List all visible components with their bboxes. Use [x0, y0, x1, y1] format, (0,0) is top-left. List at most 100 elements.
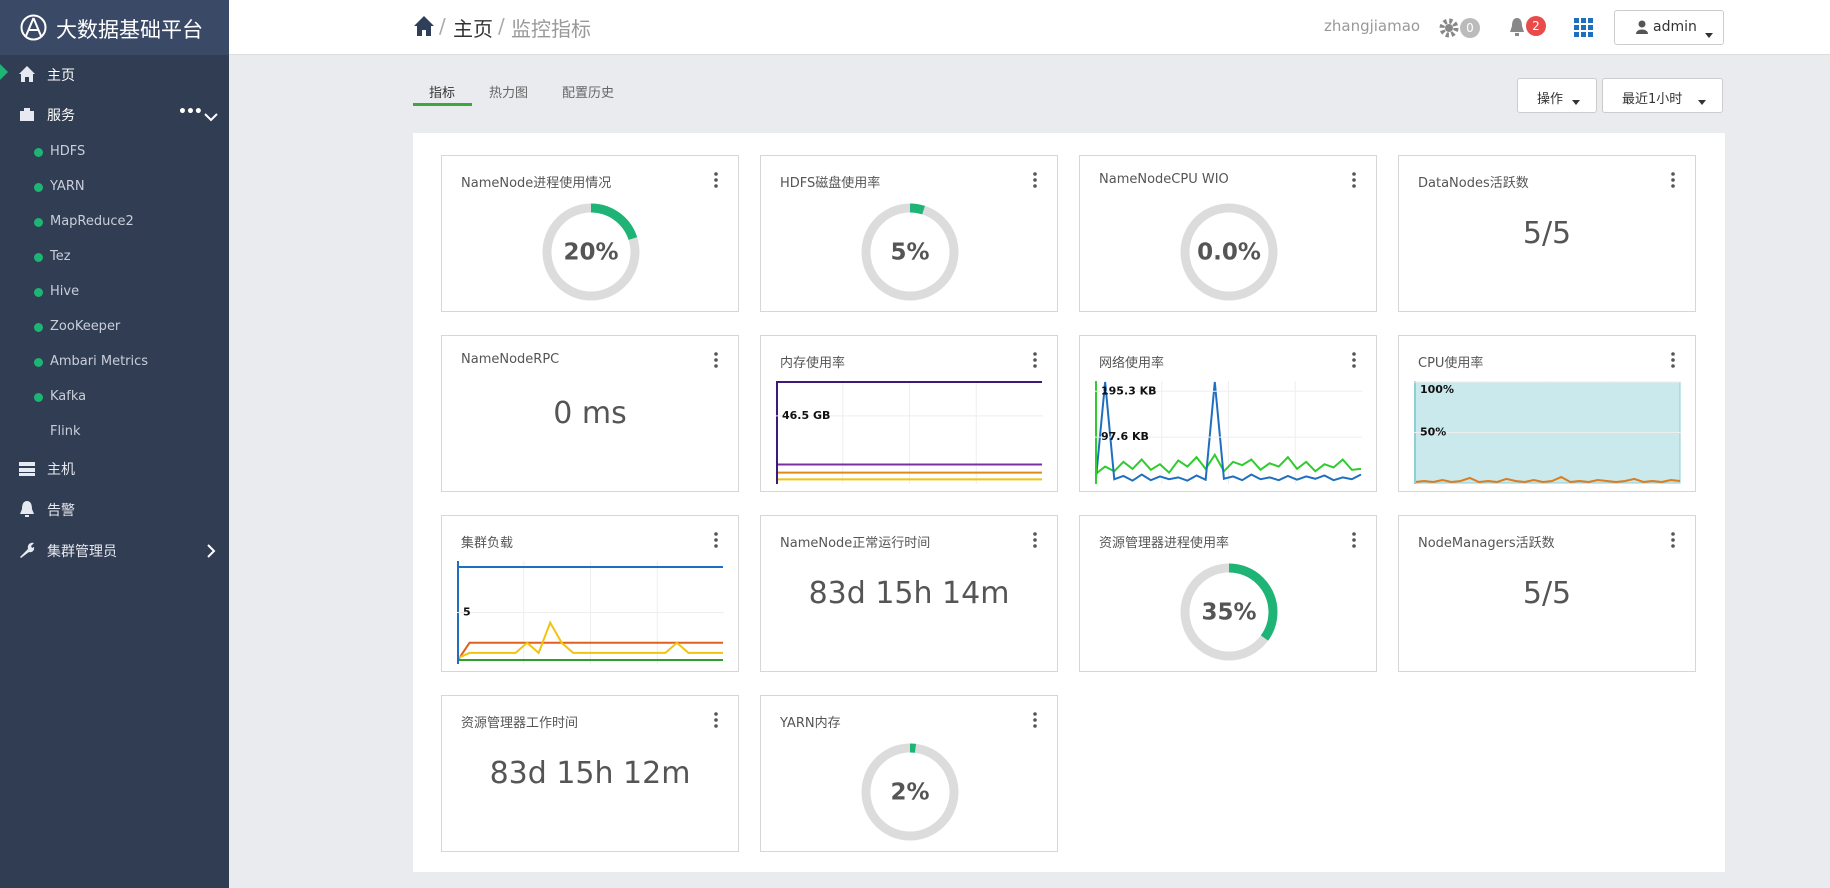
- button-label: 操作: [1537, 92, 1564, 107]
- menu-dot: [1671, 178, 1675, 182]
- nav-item[interactable]: 告警: [47, 503, 75, 519]
- menu-dot: [1671, 364, 1675, 368]
- service-item[interactable]: HDFS: [50, 144, 86, 159]
- nav-icon: [20, 108, 34, 121]
- menu-dot: [1033, 364, 1037, 368]
- service-item[interactable]: YARN: [50, 179, 85, 194]
- menu-dot: [1033, 532, 1037, 536]
- menu-icon: [714, 172, 718, 188]
- menu-wrap[interactable]: [1352, 352, 1356, 372]
- menu-wrap[interactable]: [1671, 172, 1675, 192]
- widget-title: DataNodes活跃数: [1418, 176, 1529, 191]
- tab[interactable]: 配置历史: [562, 86, 615, 101]
- home-icon: [414, 16, 434, 36]
- widget-title: NameNodeRPC: [461, 352, 560, 367]
- home-icon-wrap: [413, 15, 435, 41]
- status-dot: [34, 323, 43, 332]
- menu-wrap[interactable]: [714, 172, 718, 192]
- menu-dot: [1033, 172, 1037, 176]
- menu-dot: [714, 172, 718, 176]
- gauge-arc: [1180, 563, 1278, 661]
- menu-dot: [1033, 712, 1037, 716]
- menu-dot: [1671, 352, 1675, 356]
- apps-wrap: [1574, 18, 1594, 42]
- menu-wrap[interactable]: [1033, 532, 1037, 552]
- nav-item[interactable]: 服务: [47, 108, 75, 124]
- apps-cell: [1574, 18, 1579, 23]
- nav-item[interactable]: 主页: [47, 68, 75, 84]
- service-item[interactable]: Flink: [50, 424, 81, 439]
- service-item[interactable]: Ambari Metrics: [50, 354, 149, 369]
- menu-dot: [714, 544, 718, 548]
- menu-wrap[interactable]: [714, 532, 718, 552]
- nav-icon-wrap: [18, 105, 36, 127]
- tab[interactable]: 指标: [429, 86, 456, 101]
- chevron: [207, 544, 216, 558]
- gauge-label: 5%: [890, 240, 929, 266]
- menu-dot: [1352, 532, 1356, 536]
- widget: 资源管理器工作时间 83d 15h 12m: [441, 695, 739, 852]
- nav-item[interactable]: 主机: [47, 462, 75, 478]
- widget-value: 0 ms: [553, 396, 627, 431]
- menu-wrap[interactable]: [1352, 172, 1356, 192]
- menu-wrap[interactable]: [714, 352, 718, 372]
- gauge-wrap: 20%: [541, 202, 641, 306]
- alerts-badge[interactable]: 2: [1526, 16, 1546, 36]
- service-item[interactable]: Tez: [50, 249, 71, 264]
- logo: [20, 14, 47, 41]
- menu-dot: [1352, 364, 1356, 368]
- brand: 大数据基础平台: [0, 0, 229, 55]
- user-name[interactable]: zhangjiamao: [1324, 17, 1421, 35]
- menu-dot: [1352, 172, 1356, 176]
- y-tick-label: 50%: [1420, 426, 1446, 439]
- nav-item[interactable]: 集群管理员: [47, 544, 117, 560]
- service-item[interactable]: Hive: [50, 284, 80, 299]
- settings-badge[interactable]: 0: [1460, 18, 1480, 38]
- menu-icon: [1352, 352, 1356, 368]
- menu-dot: [1033, 544, 1037, 548]
- widget-value: 83d 15h 12m: [489, 756, 691, 791]
- chart-wrap: 5: [457, 561, 724, 668]
- status-dot: [34, 393, 43, 402]
- apps-icon: [1574, 18, 1593, 37]
- service-item[interactable]: MapReduce2: [50, 214, 134, 229]
- nav-icon-shape: [20, 542, 35, 558]
- service-item[interactable]: Kafka: [50, 389, 87, 404]
- account-button[interactable]: admin: [1614, 10, 1724, 45]
- chart-wrap: 46.5 GB: [776, 381, 1043, 488]
- status-dot: [34, 288, 43, 297]
- toolbar-button[interactable]: 操作: [1517, 78, 1597, 113]
- menu-wrap[interactable]: [714, 712, 718, 732]
- widget: 集群负载 5: [441, 515, 739, 672]
- menu-dot: [714, 712, 718, 716]
- chart-wrap: 100% 50%: [1414, 381, 1681, 488]
- gauge-label: 20%: [563, 240, 618, 266]
- menu-wrap[interactable]: [1671, 532, 1675, 552]
- service-item[interactable]: ZooKeeper: [50, 319, 121, 334]
- menu-wrap[interactable]: [1033, 172, 1037, 192]
- breadcrumb-item[interactable]: 主页: [453, 17, 493, 41]
- gauge-wrap: 5%: [860, 202, 960, 306]
- toolbar-button[interactable]: 最近1小时: [1602, 78, 1723, 113]
- gauge-arc: [542, 203, 640, 301]
- nav-icon: [20, 501, 34, 517]
- menu-wrap[interactable]: [1033, 352, 1037, 372]
- widget: YARN内存 2%: [760, 695, 1058, 852]
- menu-dot: [1671, 172, 1675, 176]
- widget-value: 83d 15h 14m: [808, 576, 1010, 611]
- y-tick-label: 195.3 KB: [1101, 384, 1157, 397]
- caret: [1698, 100, 1706, 105]
- tab[interactable]: 热力图: [489, 86, 529, 101]
- menu-wrap[interactable]: [1033, 712, 1037, 732]
- menu-wrap[interactable]: [1352, 532, 1356, 552]
- caret-wrap: [1705, 26, 1713, 42]
- gauge: 35%: [1180, 563, 1278, 661]
- nav-icon-shape: [20, 501, 34, 517]
- gear-icon: [1439, 18, 1459, 38]
- line: [1414, 475, 1681, 484]
- apps-cell: [1581, 32, 1586, 37]
- nav-icon-wrap: [18, 541, 36, 563]
- mini-chart: 195.3 KB 97.6 KB: [1095, 381, 1362, 484]
- menu-wrap[interactable]: [1671, 352, 1675, 372]
